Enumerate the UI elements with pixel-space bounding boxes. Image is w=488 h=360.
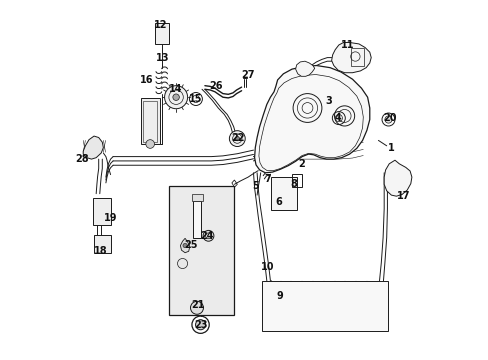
Bar — [168, 186, 234, 315]
Text: 22: 22 — [231, 133, 244, 143]
Circle shape — [190, 301, 203, 314]
Polygon shape — [295, 61, 314, 76]
Text: 26: 26 — [209, 81, 223, 91]
Text: 28: 28 — [75, 154, 88, 165]
Text: 27: 27 — [241, 69, 254, 80]
Text: 25: 25 — [184, 240, 198, 250]
Bar — [291, 174, 302, 187]
Text: 5: 5 — [251, 181, 258, 192]
Polygon shape — [180, 238, 189, 253]
Text: 16: 16 — [140, 75, 153, 85]
Circle shape — [145, 140, 154, 148]
Text: 20: 20 — [382, 113, 395, 123]
Polygon shape — [83, 136, 103, 159]
Text: 17: 17 — [396, 191, 409, 201]
Bar — [141, 98, 160, 144]
Text: 12: 12 — [154, 20, 167, 30]
Bar — [261, 281, 387, 331]
Text: 24: 24 — [200, 231, 213, 241]
Circle shape — [183, 243, 187, 248]
Text: 1: 1 — [387, 143, 394, 153]
Text: 2: 2 — [297, 159, 304, 169]
Circle shape — [172, 94, 179, 100]
Circle shape — [203, 230, 213, 241]
Text: 9: 9 — [276, 291, 282, 301]
Bar — [94, 235, 111, 253]
Polygon shape — [331, 42, 370, 73]
Bar — [271, 177, 297, 210]
Text: 23: 23 — [193, 320, 207, 330]
Circle shape — [164, 86, 187, 109]
Text: 3: 3 — [325, 96, 331, 106]
Bar — [193, 201, 201, 238]
Circle shape — [229, 131, 244, 147]
Circle shape — [235, 136, 239, 141]
Circle shape — [384, 116, 391, 123]
Text: 19: 19 — [103, 213, 117, 223]
Polygon shape — [384, 160, 411, 196]
Bar — [155, 23, 168, 44]
Text: 18: 18 — [94, 246, 107, 256]
Text: 6: 6 — [275, 197, 282, 207]
Circle shape — [177, 258, 187, 269]
Text: 10: 10 — [261, 262, 274, 272]
Text: 4: 4 — [334, 113, 341, 123]
Bar — [192, 194, 203, 201]
Polygon shape — [254, 66, 369, 173]
Text: 7: 7 — [264, 174, 271, 184]
Bar — [350, 48, 364, 66]
Bar — [142, 101, 157, 142]
Text: 14: 14 — [168, 84, 182, 94]
Text: 11: 11 — [340, 40, 353, 50]
Text: 13: 13 — [155, 53, 169, 63]
Text: 21: 21 — [190, 300, 204, 310]
Text: 15: 15 — [189, 94, 202, 104]
Bar — [93, 198, 111, 225]
Text: 8: 8 — [290, 179, 297, 189]
Circle shape — [195, 320, 205, 330]
